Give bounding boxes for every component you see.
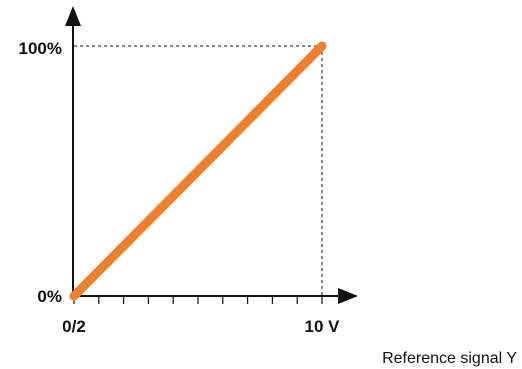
series-group xyxy=(69,41,327,301)
y-axis-arrowhead xyxy=(65,6,81,26)
x-tick-label-end: 10 V xyxy=(305,317,341,336)
x-tick-label-start: 0/2 xyxy=(62,317,86,336)
reference-guides xyxy=(74,45,323,296)
y-tick-label-0: 0% xyxy=(37,287,62,306)
x-axis-arrowhead xyxy=(338,288,358,304)
series-line-0 xyxy=(69,41,327,301)
x-minor-ticks xyxy=(73,296,323,304)
y-tick-label-100: 100% xyxy=(19,39,62,58)
x-axis-label: Reference signal Y xyxy=(382,350,517,367)
axes xyxy=(65,6,358,304)
